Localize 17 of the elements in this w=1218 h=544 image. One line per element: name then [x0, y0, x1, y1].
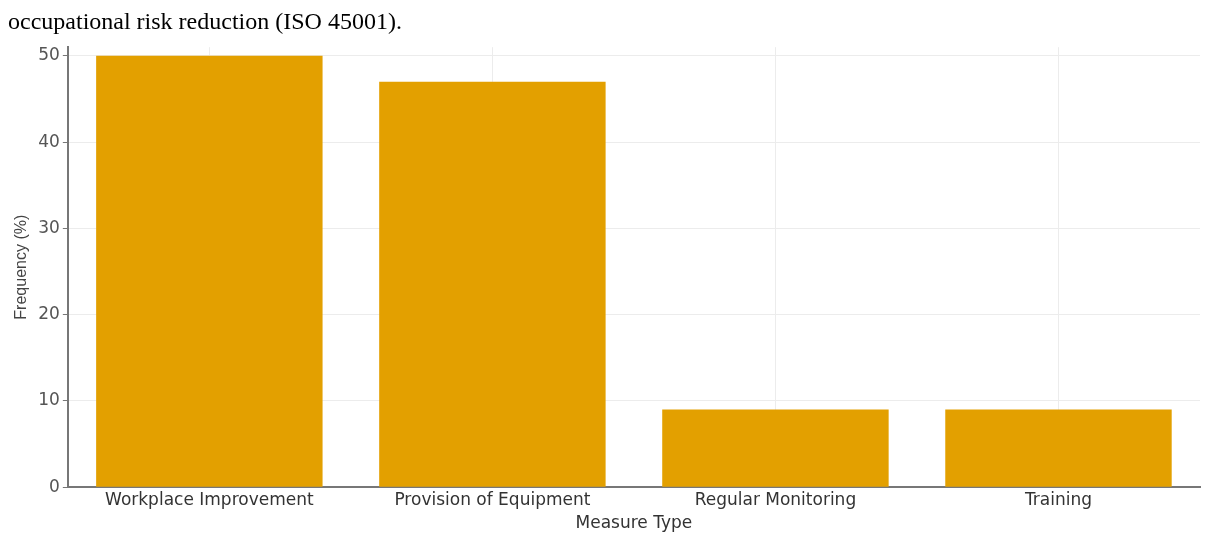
- bar: [96, 55, 323, 487]
- y-tick-label: 10: [38, 389, 60, 410]
- y-tick-label: 50: [38, 44, 60, 65]
- y-tick-label: 20: [38, 303, 60, 324]
- y-tick-label: 40: [38, 130, 60, 151]
- x-tick-label: Training: [1023, 488, 1093, 509]
- y-tick-label: 0: [49, 475, 60, 496]
- x-tick-label: Regular Monitoring: [694, 488, 857, 509]
- y-axis-title: Frequency (%): [12, 214, 30, 320]
- text: occupational risk reduction (ISO 45001).: [8, 8, 403, 34]
- bar: [662, 409, 889, 487]
- bar: [945, 409, 1172, 487]
- y-tick-label: 30: [38, 216, 60, 237]
- bar: [379, 81, 606, 487]
- x-axis-title: Measure Type: [575, 512, 693, 533]
- x-tick-label: Workplace Improvement: [105, 488, 314, 509]
- x-tick-label: Provision of Equipment: [394, 488, 591, 509]
